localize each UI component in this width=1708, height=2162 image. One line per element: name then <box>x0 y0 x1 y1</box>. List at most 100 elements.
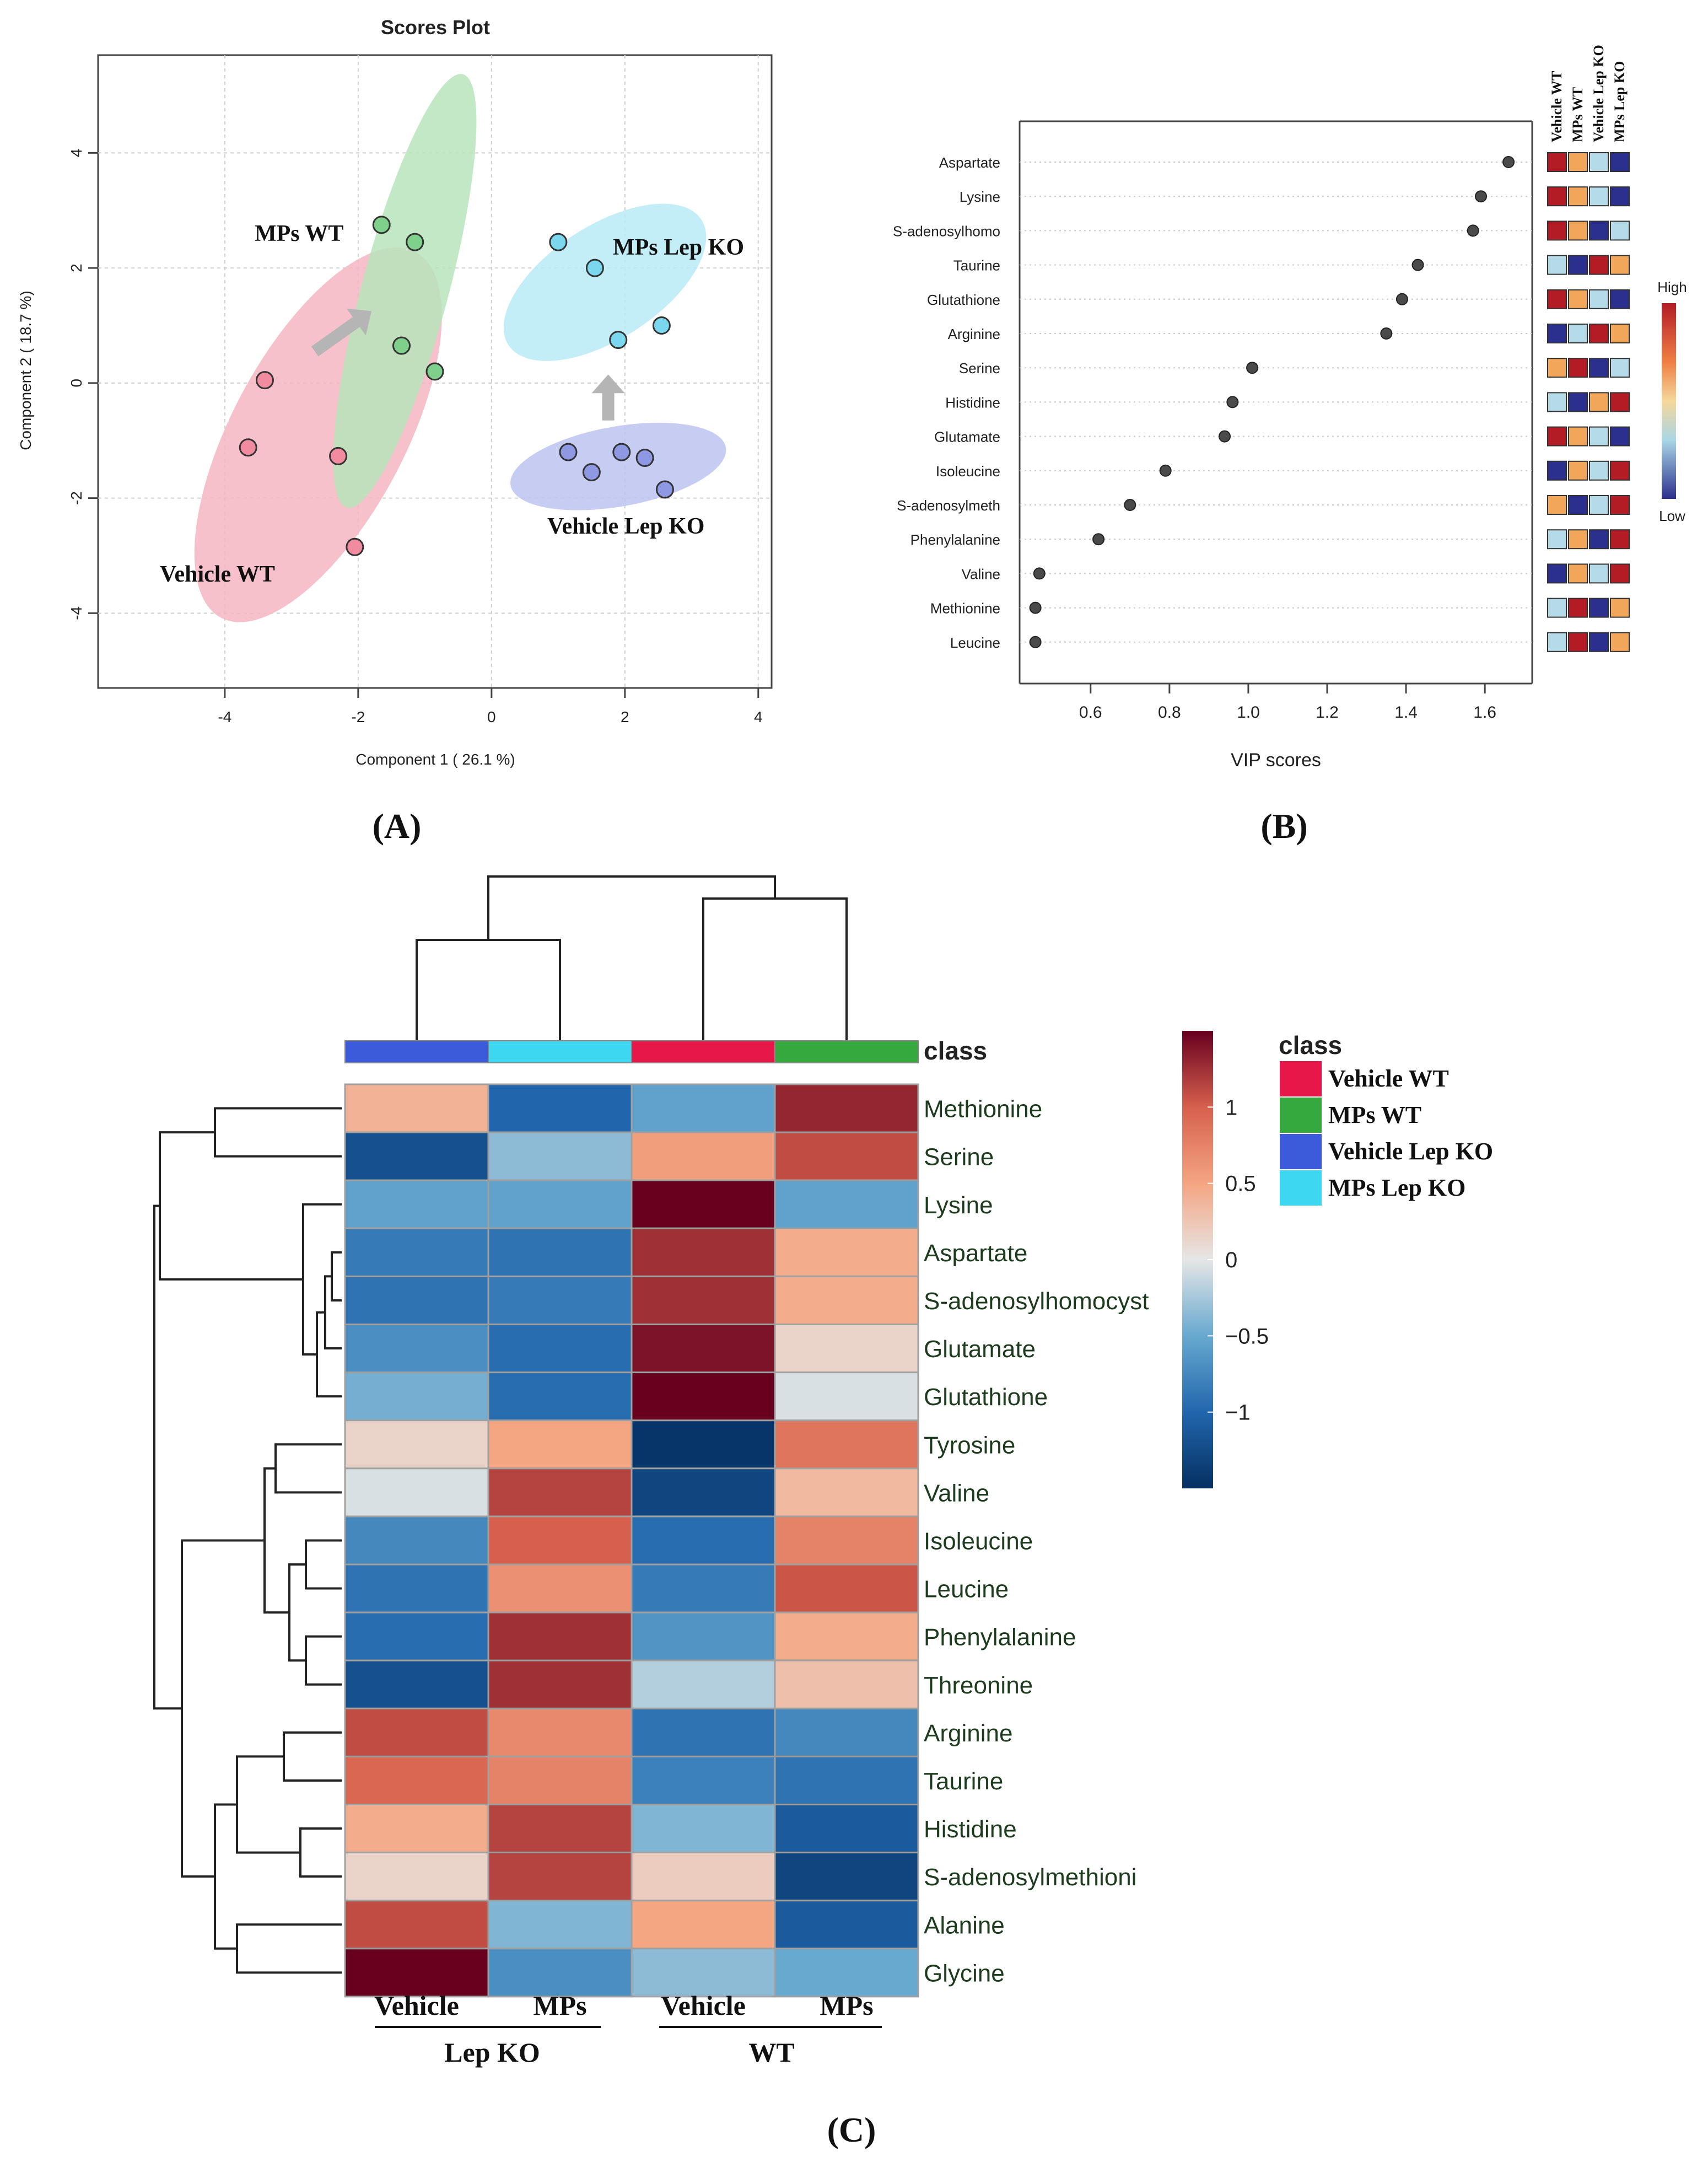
heat-row-label-tyrosine: Tyrosine <box>924 1432 1015 1459</box>
side-cell-glutathione-vehicle-lep-ko <box>1589 289 1609 309</box>
point-mps-lep-ko-3 <box>652 316 671 335</box>
side-cell-valine-mps-wt <box>1568 563 1588 584</box>
side-cell-histidine-vehicle-lep-ko <box>1589 392 1609 412</box>
class-bar-header: class <box>924 1036 987 1065</box>
point-vehicle-lep-ko-1 <box>582 463 601 482</box>
side-cell-aspartate-mps-wt <box>1568 152 1588 172</box>
point-vehicle-wt-1 <box>239 438 257 457</box>
heat-cell-aspartate-mps-wt <box>774 1227 919 1277</box>
heat-row-label-arginine: Arginine <box>924 1720 1012 1747</box>
vip-feature-label-aspartate: Aspartate <box>939 154 1000 171</box>
point-mps-lep-ko-1 <box>585 259 604 277</box>
panel-b-x-ticks: 0.6 0.8 1.0 1.2 1.4 1.6 <box>1079 684 1496 722</box>
heat-cell-valine-mps-lep-ko <box>487 1467 633 1518</box>
heat-cell-alanine-vehicle-lep-ko <box>344 1900 489 1950</box>
side-cell-lysine-mps-wt <box>1568 186 1588 207</box>
panel-b-feature-rows: Aspartate Lysine S-adenosylhomo Taurine Glut… <box>893 154 1532 651</box>
heat-cell-glutamate-vehicle-lep-ko <box>344 1324 489 1374</box>
vip-feature-label-arginine: Arginine <box>948 326 1000 342</box>
point-vehicle-lep-ko-2 <box>612 443 631 461</box>
side-column-label-vehicle-lep-ko: Vehicle Lep KO <box>1591 45 1607 142</box>
col-dendro-wt <box>702 897 848 1041</box>
side-cell-arginine-vehicle-wt <box>1547 324 1567 343</box>
point-vehicle-wt-3 <box>346 537 364 556</box>
side-cell-isoleucine-vehicle-lep-ko <box>1589 460 1609 481</box>
heat-cell-lysine-mps-wt <box>774 1179 919 1229</box>
side-cell-valine-vehicle-lep-ko <box>1589 563 1609 584</box>
col-dendro-lepko <box>416 939 561 1041</box>
side-column-label-vehicle-wt: Vehicle WT <box>1549 71 1565 142</box>
panel-a-x-axis-label: Component 1 ( 26.1 %) <box>355 751 515 768</box>
vip-point-s-adenosylhomo <box>1467 224 1479 237</box>
panel-c-class-bar: class <box>344 1036 987 1065</box>
heat-cell-tyrosine-mps-wt <box>774 1419 919 1470</box>
side-cell-s-adenosylmeth-vehicle-lep-ko <box>1589 495 1609 515</box>
side-cell-histidine-mps-wt <box>1568 392 1588 412</box>
heat-cell-methionine-mps-wt <box>774 1083 919 1133</box>
heat-cell-threonine-vehicle-wt <box>631 1659 776 1709</box>
heat-cell-taurine-vehicle-wt <box>631 1755 776 1805</box>
vip-feature-label-methionine: Methionine <box>930 600 1000 617</box>
row-dendro-low-cluster <box>214 1803 237 1950</box>
group-label-vehicle-wt: Vehicle WT <box>160 562 275 587</box>
class-legend-label-vehicle-lep-ko: Vehicle Lep KO <box>1328 1138 1493 1165</box>
vip-point-methionine <box>1029 601 1042 614</box>
panel-b-x-axis-label: VIP scores <box>1231 750 1321 771</box>
side-cell-leucine-mps-wt <box>1568 632 1588 652</box>
heat-cell-phenylalanine-vehicle-lep-ko <box>344 1611 489 1661</box>
side-cell-histidine-mps-lep-ko <box>1610 392 1630 412</box>
heat-cell-aspartate-vehicle-wt <box>631 1227 776 1277</box>
panel-b-xtick-label-1: 0.8 <box>1158 703 1181 722</box>
heat-row-label-s-adenosylhomocyst: S-adenosylhomocyst <box>924 1288 1149 1315</box>
class-legend-label-mps-wt: MPs WT <box>1328 1101 1421 1128</box>
row-dendro-mid-cluster <box>263 1467 289 1614</box>
vip-point-isoleucine <box>1159 464 1172 477</box>
heat-cell-serine-mps-wt <box>774 1131 919 1181</box>
vip-point-leucine <box>1029 636 1042 648</box>
side-cell-s-adenosylmeth-mps-lep-ko <box>1610 495 1630 515</box>
side-cell-valine-vehicle-wt <box>1547 563 1567 584</box>
heat-cell-glycine-mps-lep-ko <box>487 1948 633 1998</box>
vip-point-aspartate <box>1502 156 1515 168</box>
vip-point-serine <box>1246 362 1259 374</box>
vip-point-phenylalanine <box>1092 533 1105 546</box>
row-dendro-phenylalanine-threonine <box>305 1635 342 1686</box>
heat-cell-s-adenosylhomocyst-mps-lep-ko <box>487 1275 633 1325</box>
point-vehicle-lep-ko-4 <box>655 480 674 499</box>
point-mps-wt-3 <box>425 362 444 381</box>
class-legend-swatch-vehicle-lep-ko <box>1280 1134 1322 1169</box>
point-vehicle-lep-ko-3 <box>635 449 654 467</box>
heat-bottom-label-2: Vehicle <box>661 1990 746 2021</box>
vip-point-arginine <box>1380 327 1393 340</box>
panel-c-row-labels: Methionine Serine Lysine Aspartate S-adenosy… <box>924 1096 1149 1987</box>
heat-bottom-label-0: Vehicle <box>374 1990 459 2021</box>
side-cell-s-adenosylhomo-vehicle-wt <box>1547 220 1567 241</box>
side-cell-isoleucine-mps-lep-ko <box>1610 460 1630 481</box>
heat-cell-glutamate-vehicle-wt <box>631 1324 776 1374</box>
side-cell-glutathione-mps-wt <box>1568 289 1588 309</box>
heat-cell-serine-mps-lep-ko <box>487 1131 633 1181</box>
row-dendro-arg-his <box>236 1755 300 1854</box>
heat-cell-glutamate-mps-lep-ko <box>487 1324 633 1374</box>
panel-b-color-legend: High Low <box>1657 279 1687 524</box>
side-cell-valine-mps-lep-ko <box>1610 563 1630 584</box>
colorbar-label-0: 1 <box>1225 1095 1237 1120</box>
heat-cell-glutamate-mps-wt <box>774 1324 919 1374</box>
side-column-label-mps-lep-ko: MPs Lep KO <box>1612 61 1628 142</box>
class-bar-mps-wt <box>774 1040 919 1063</box>
heat-row-label-alanine: Alanine <box>924 1912 1005 1939</box>
panel-a-scores-plot: Scores Plot -4 -2 0 2 4 -4 -2 0 2 4 Component 1 … <box>17 16 773 846</box>
heat-cell-alanine-vehicle-wt <box>631 1900 776 1950</box>
side-cell-taurine-vehicle-wt <box>1547 255 1567 275</box>
row-dendro-lysine <box>302 1203 342 1356</box>
panel-c-heatmap-cells <box>344 1083 919 1998</box>
side-cell-arginine-mps-wt <box>1568 324 1588 343</box>
side-cell-arginine-vehicle-lep-ko <box>1589 324 1609 343</box>
vip-feature-label-glutamate: Glutamate <box>934 429 1000 445</box>
heat-cell-isoleucine-mps-lep-ko <box>487 1515 633 1566</box>
vip-point-lysine <box>1475 190 1487 203</box>
side-cell-glutathione-mps-lep-ko <box>1610 289 1630 309</box>
panel-a-y-ticks: -4 -2 0 2 4 <box>68 149 98 620</box>
row-dendro-glutathione <box>316 1311 342 1398</box>
panel-c-colorbar: 1 0.5 0 −0.5 −1 <box>1182 1031 1269 1488</box>
